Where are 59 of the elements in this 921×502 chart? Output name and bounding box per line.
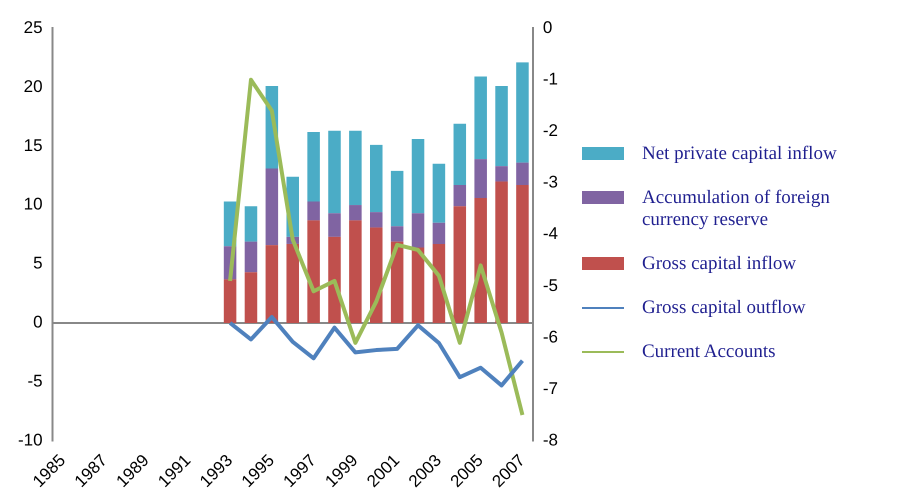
bar xyxy=(454,185,466,206)
y2-tick-label: 0 xyxy=(542,18,552,37)
bar xyxy=(307,202,320,220)
y-tick-label: 25 xyxy=(24,18,43,37)
bar xyxy=(307,220,320,323)
bar xyxy=(244,242,258,272)
bar xyxy=(266,168,278,246)
bar xyxy=(390,226,404,242)
y-tick-label: 20 xyxy=(24,76,43,96)
bar xyxy=(412,213,424,248)
bar xyxy=(474,159,487,198)
bar xyxy=(286,244,299,323)
bar xyxy=(370,212,383,228)
bar xyxy=(266,245,278,323)
y-tick-label: -10 xyxy=(18,430,43,450)
bar xyxy=(328,213,341,237)
legend-label: Net private capital inflow xyxy=(642,143,838,165)
bar xyxy=(244,272,258,323)
bar xyxy=(349,130,362,206)
bar xyxy=(516,185,529,323)
bar xyxy=(495,86,508,166)
bar xyxy=(454,124,466,185)
bar xyxy=(474,76,487,160)
legend-label: Accumulation of foreign currency reserve xyxy=(642,187,831,231)
y-tick-label: 15 xyxy=(24,136,43,155)
bar xyxy=(516,162,529,185)
y2-tick-label: -8 xyxy=(542,430,558,450)
y2-tick-label: -5 xyxy=(542,276,558,295)
y2-tick-label: -6 xyxy=(542,327,558,346)
bar xyxy=(495,181,508,323)
y2-tick-label: -1 xyxy=(542,69,558,88)
y-tick-label: 10 xyxy=(24,194,43,214)
bar xyxy=(390,242,404,323)
y-tick-label: -5 xyxy=(27,372,43,391)
bar xyxy=(349,205,362,220)
bar xyxy=(412,247,424,323)
y2-tick-label: -2 xyxy=(542,121,558,140)
y2-tick-label: -3 xyxy=(542,172,558,192)
y-tick-label: 5 xyxy=(33,254,43,273)
bar xyxy=(349,220,362,323)
bar xyxy=(244,206,258,242)
bar xyxy=(328,130,341,214)
bar xyxy=(390,170,404,226)
legend-label: Gross capital outflow xyxy=(642,297,807,319)
y2-tick-label: -4 xyxy=(542,224,558,244)
bar xyxy=(495,166,508,182)
bar xyxy=(454,206,466,323)
bar xyxy=(307,132,320,202)
bar xyxy=(432,222,446,244)
bar xyxy=(224,279,236,323)
legend-label: Gross capital inflow xyxy=(642,253,798,275)
y2-tick-label: -7 xyxy=(542,378,558,398)
legend-label: Current Accounts xyxy=(642,341,777,363)
bar xyxy=(516,62,529,163)
y-tick-label: 0 xyxy=(33,312,43,332)
bar xyxy=(370,144,383,212)
bar xyxy=(432,164,446,223)
bar xyxy=(412,139,424,214)
bar xyxy=(328,236,341,323)
